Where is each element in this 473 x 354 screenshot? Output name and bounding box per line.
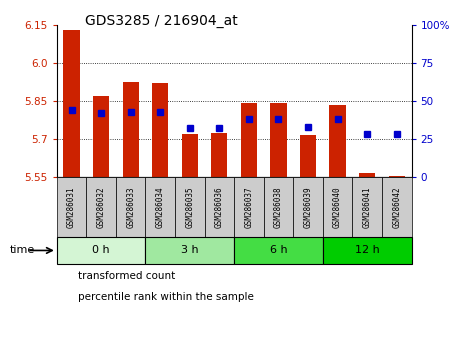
Bar bbox=[86, 177, 116, 237]
Bar bbox=[146, 237, 234, 264]
Bar bbox=[63, 30, 79, 177]
Bar bbox=[93, 96, 109, 177]
Text: GDS3285 / 216904_at: GDS3285 / 216904_at bbox=[85, 14, 238, 28]
Bar bbox=[382, 177, 412, 237]
Bar bbox=[152, 83, 168, 177]
Bar bbox=[57, 237, 146, 264]
Text: GSM286035: GSM286035 bbox=[185, 186, 194, 228]
Bar bbox=[211, 133, 228, 177]
Bar bbox=[300, 135, 316, 177]
Bar bbox=[323, 237, 412, 264]
Text: GSM286038: GSM286038 bbox=[274, 186, 283, 228]
Bar bbox=[389, 176, 405, 177]
Text: transformed count: transformed count bbox=[78, 270, 175, 280]
Bar bbox=[271, 103, 287, 177]
Text: GSM286040: GSM286040 bbox=[333, 186, 342, 228]
Text: GSM286039: GSM286039 bbox=[304, 186, 313, 228]
Bar bbox=[175, 177, 204, 237]
Text: GSM286032: GSM286032 bbox=[96, 186, 105, 228]
Text: 6 h: 6 h bbox=[270, 245, 287, 256]
Bar bbox=[57, 177, 86, 237]
Bar bbox=[323, 177, 352, 237]
Bar bbox=[116, 177, 146, 237]
Text: GSM286031: GSM286031 bbox=[67, 186, 76, 228]
Text: GSM286037: GSM286037 bbox=[245, 186, 254, 228]
Text: GSM286033: GSM286033 bbox=[126, 186, 135, 228]
Text: GSM286042: GSM286042 bbox=[392, 186, 401, 228]
Text: time: time bbox=[9, 245, 35, 256]
Bar bbox=[359, 173, 375, 177]
Bar bbox=[264, 177, 293, 237]
Bar bbox=[352, 177, 382, 237]
Text: percentile rank within the sample: percentile rank within the sample bbox=[78, 292, 254, 302]
Bar bbox=[182, 134, 198, 177]
Text: GSM286036: GSM286036 bbox=[215, 186, 224, 228]
Text: 12 h: 12 h bbox=[355, 245, 379, 256]
Bar bbox=[293, 177, 323, 237]
Text: 0 h: 0 h bbox=[92, 245, 110, 256]
Text: 3 h: 3 h bbox=[181, 245, 199, 256]
Text: GSM286034: GSM286034 bbox=[156, 186, 165, 228]
Bar bbox=[241, 103, 257, 177]
Bar bbox=[330, 105, 346, 177]
Text: GSM286041: GSM286041 bbox=[363, 186, 372, 228]
Bar bbox=[234, 237, 323, 264]
Bar bbox=[234, 177, 264, 237]
Bar bbox=[123, 82, 139, 177]
Bar bbox=[146, 177, 175, 237]
Bar bbox=[205, 177, 234, 237]
